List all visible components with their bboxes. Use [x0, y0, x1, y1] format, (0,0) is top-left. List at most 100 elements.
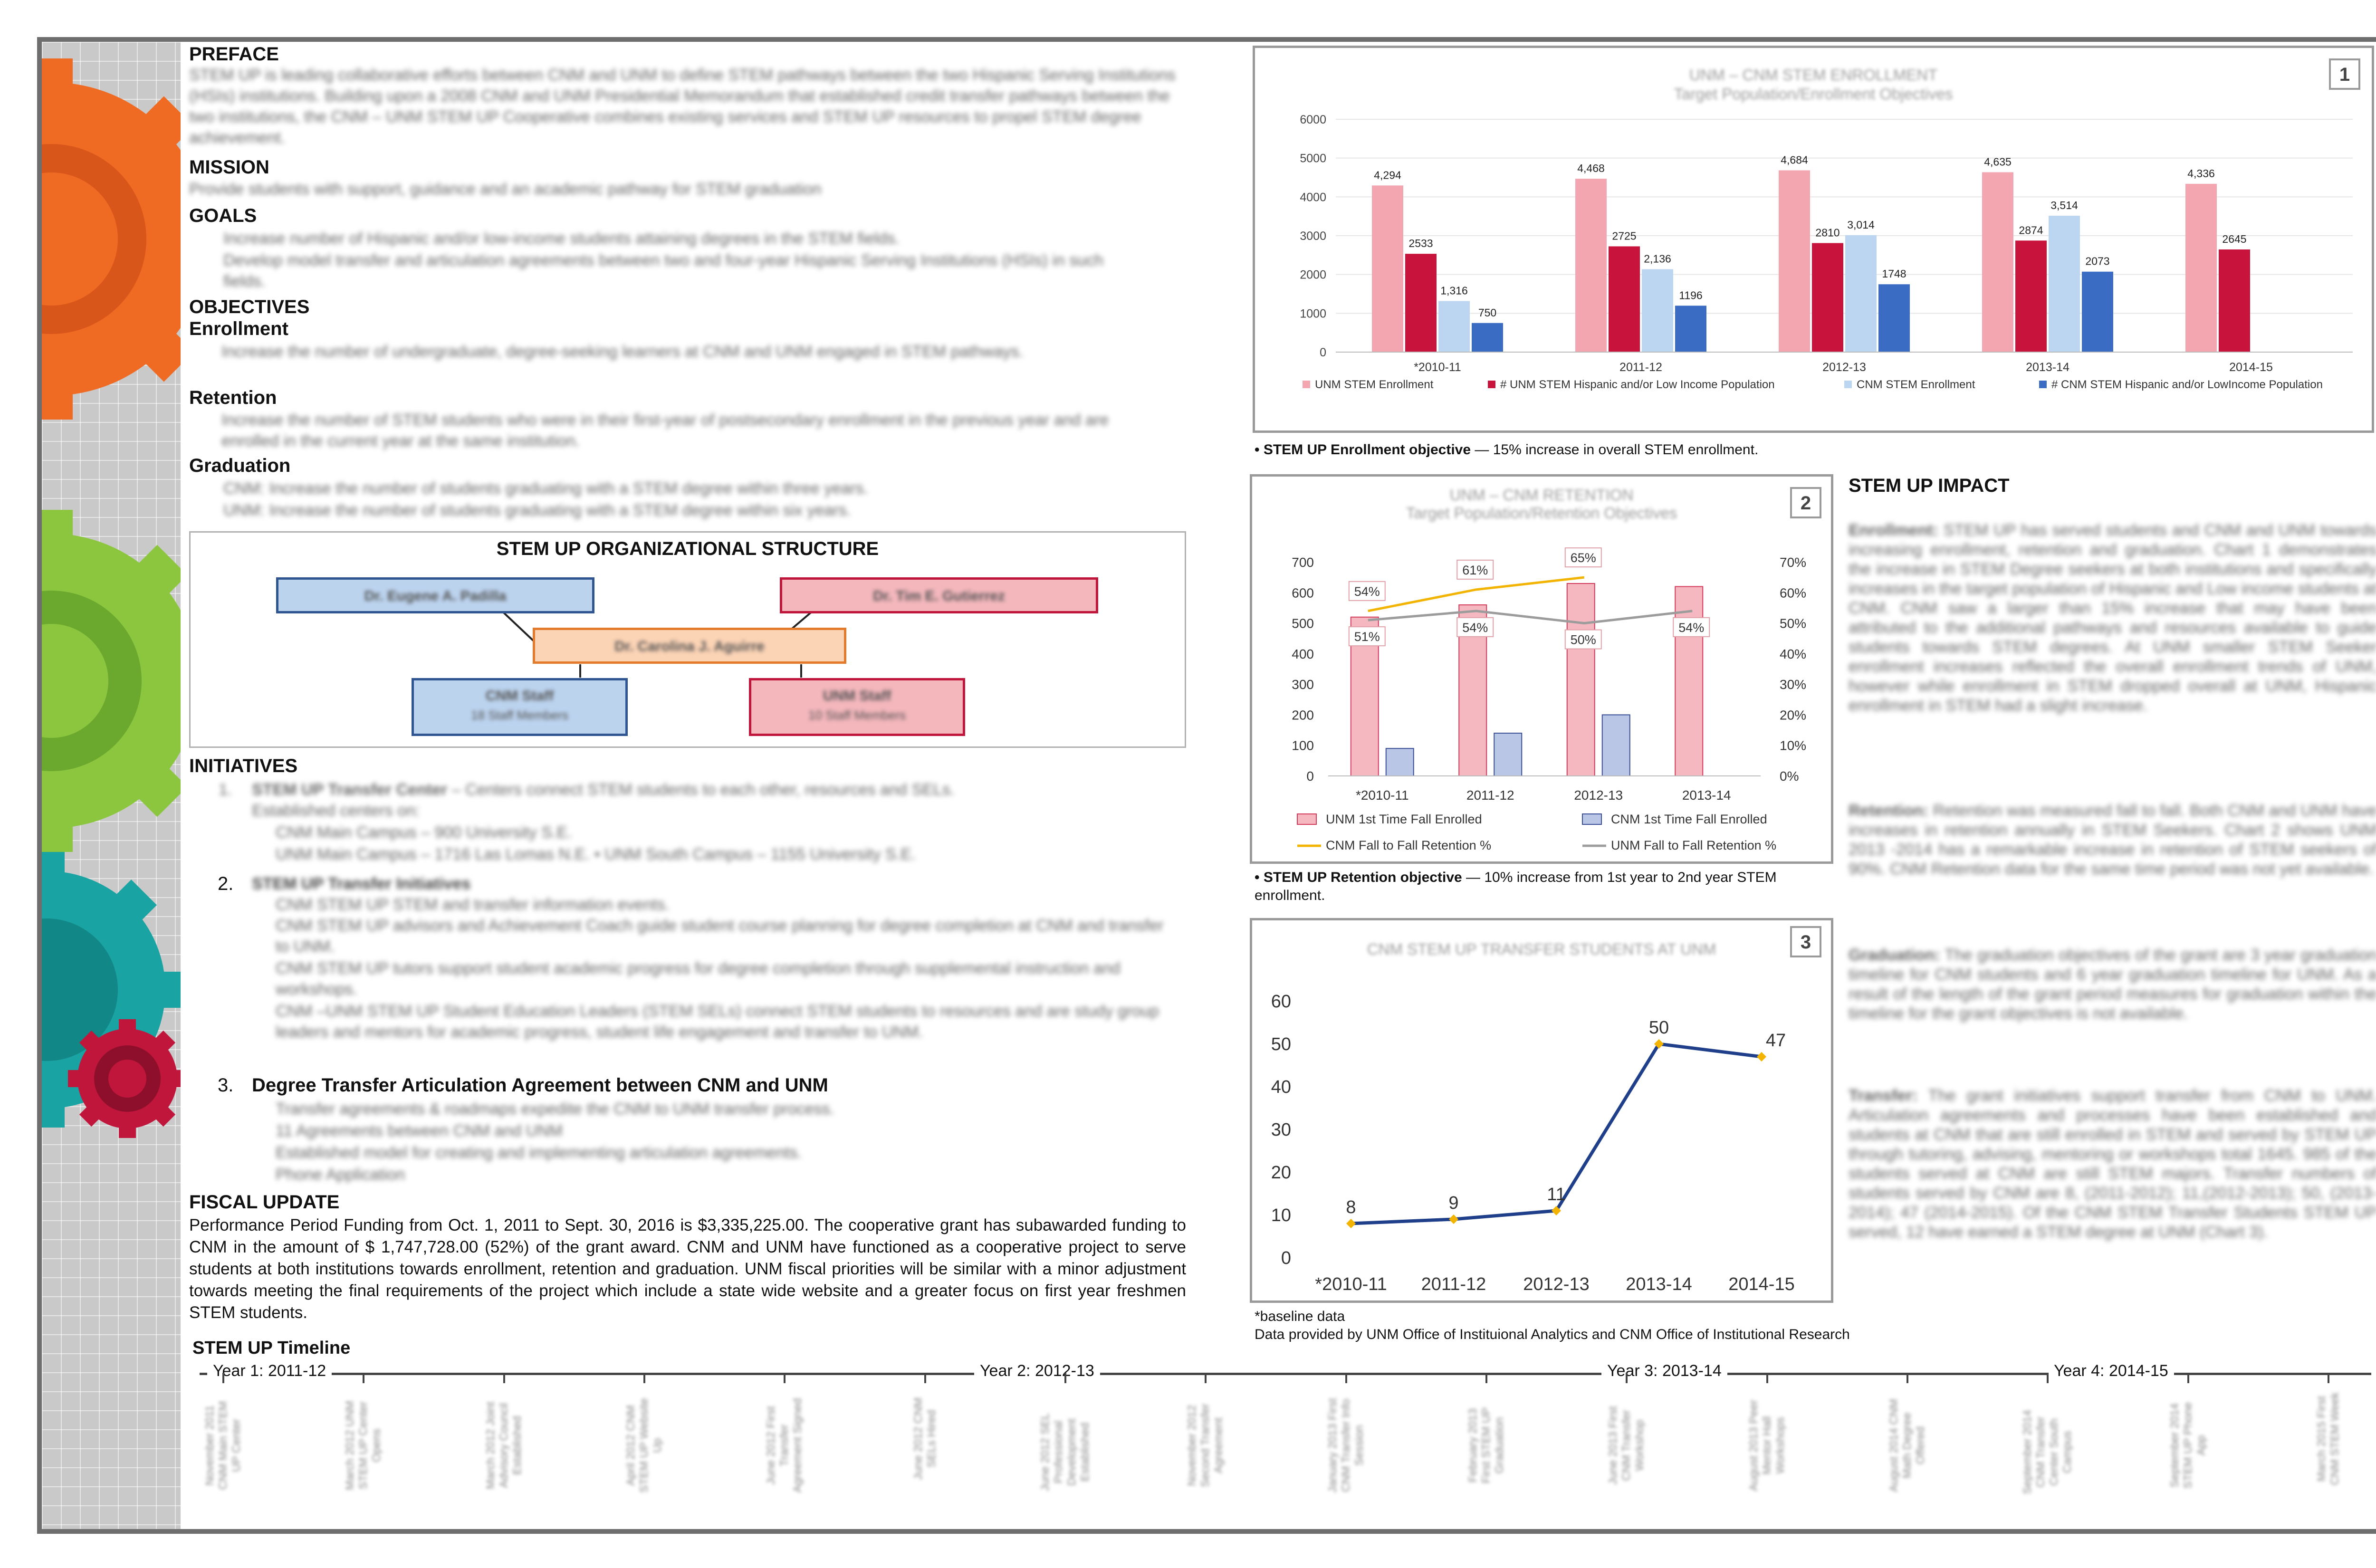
- data-label: 61%: [1462, 563, 1488, 577]
- data-label: 2645: [2222, 233, 2246, 245]
- data-label: 54%: [1678, 621, 1704, 635]
- initiative-1: STEM UP Transfer Center – Centers connec…: [252, 781, 955, 799]
- chart-3-plot: 0 10 20 30 40 50 60 *2010-11 2011-12 2012-13 2013-…: [1271, 992, 1795, 1294]
- x-tick-label: *2010-11: [1356, 788, 1409, 803]
- data-source-footnote: Data provided by UNM Office of Instituio…: [1255, 1327, 1850, 1342]
- timeline-event: November 2011 CNM Main STEM UP Center: [203, 1401, 243, 1490]
- legend-swatch: [1582, 813, 1602, 825]
- chart-2-panel: 2 UNM – CNM RETENTION Target Population/…: [1250, 474, 1833, 864]
- legend-label: CNM Fall to Fall Retention %: [1326, 838, 1491, 852]
- y-tick-label: 100: [1292, 738, 1314, 753]
- x-tick-label: 2011-12: [1619, 361, 1662, 374]
- x-tick-label: 2012-13: [1574, 788, 1623, 803]
- fiscal-heading: FISCAL UPDATE: [189, 1192, 340, 1213]
- org-chart: STEM UP ORGANIZATIONAL STRUCTURE Dr. Eug…: [189, 531, 1186, 748]
- initiative-2-bullet-4: CNM –UNM STEM UP Student Education Leade…: [276, 1002, 1159, 1041]
- y-tick-label: 600: [1292, 585, 1314, 600]
- legend-label: UNM Fall to Fall Retention %: [1611, 838, 1776, 852]
- y-tick-label: 500: [1292, 616, 1314, 631]
- x-tick-label: 2013-14: [2026, 361, 2069, 374]
- impact-retention: Retention: Retention was measured fall t…: [1849, 802, 2376, 878]
- bar: [1494, 733, 1523, 776]
- timeline-event: March 2015 First CNM STEM Week: [2315, 1392, 2341, 1485]
- data-label: 50%: [1571, 633, 1596, 647]
- y-tick-label: 60: [1271, 992, 1291, 1012]
- y2-tick-label: 70%: [1780, 555, 1806, 570]
- bar: [2082, 271, 2113, 352]
- impact-enrollment: Enrollment: STEM UP has served students …: [1849, 521, 2376, 715]
- y-tick-label: 300: [1292, 677, 1314, 692]
- initiative-1-line2: Established centers on:: [252, 802, 420, 820]
- x-tick-label: 2014-15: [1728, 1274, 1794, 1294]
- data-label: 4,336: [2187, 167, 2215, 180]
- timeline-event: June 2012 SEL Professional Development E…: [1039, 1413, 1092, 1492]
- mission-text: Provide students with support, guidance …: [189, 180, 822, 198]
- orange-gear-icon: [42, 58, 181, 420]
- goal-item-1: Increase number of Hispanic and/or low-i…: [223, 229, 900, 248]
- chart-3-panel: 3 CNM STEM UP TRANSFER STUDENTS AT UNM 0…: [1250, 918, 1833, 1303]
- bar: [1405, 254, 1437, 352]
- timeline-event: March 2012 Joint Advisory Council Establ…: [484, 1401, 524, 1490]
- timeline-year-2: Year 2: 2012-13: [974, 1362, 1100, 1380]
- series-line: [1368, 576, 1585, 612]
- data-label: 54%: [1462, 621, 1488, 635]
- initiative-2-bullet-3: CNM STEM UP tutors support student acade…: [276, 959, 1121, 998]
- initiatives-heading: INITIATIVES: [189, 755, 298, 776]
- timeline-event: August 2014 CNM Math Degree Offered: [1887, 1398, 1927, 1492]
- timeline-event: March 2012 UNM STEM UP Center Opens: [344, 1400, 383, 1491]
- initiative-3-bullet-4: Phone Application: [276, 1166, 405, 1184]
- timeline-tick: [363, 1373, 365, 1383]
- bar: [1601, 714, 1630, 776]
- y-tick-label: 1000: [1300, 307, 1326, 320]
- y-tick-label: 0: [1320, 346, 1326, 359]
- org-box-center: Dr. Carolina J. Aguirre: [533, 628, 846, 664]
- data-label-box: [1456, 617, 1494, 637]
- timeline-event: August 2013 Peer Mentor Hall Workshops: [1747, 1399, 1787, 1492]
- bar: [1609, 246, 1640, 352]
- timeline-tick: [924, 1373, 926, 1383]
- fiscal-text: Performance Period Funding from Oct. 1, …: [189, 1216, 1186, 1322]
- y2-tick-label: 50%: [1780, 616, 1806, 631]
- impact-transfer: Transfer: The grant initiatives support …: [1849, 1087, 2376, 1241]
- chart-1-number: 1: [2329, 58, 2360, 90]
- x-tick-label: *2010-11: [1414, 361, 1461, 374]
- impact-graduation: Graduation: The graduation objectives of…: [1849, 946, 2376, 1023]
- bar: [2049, 216, 2080, 352]
- initiative-3-title: Degree Transfer Articulation Agreement b…: [252, 1075, 828, 1096]
- poster-frame: [37, 37, 2376, 1534]
- data-label-box: [1673, 617, 1710, 637]
- legend-label: CNM 1st Time Fall Enrolled: [1611, 812, 1767, 826]
- initiative-2-title: STEM UP Transfer Initiatives: [252, 875, 471, 893]
- y2-tick-label: 0%: [1780, 769, 1799, 784]
- chart-1-title: UNM – CNM STEM ENROLLMENT: [1689, 66, 1938, 84]
- green-gear-icon: [42, 510, 181, 852]
- y-tick-label: 20: [1271, 1163, 1291, 1183]
- y-tick-label: 400: [1292, 647, 1314, 661]
- timeline-event: June 2012 First Transfer Agreement Signe…: [765, 1398, 805, 1493]
- timeline-event: June 2012 CNM SELs Hired: [911, 1397, 938, 1480]
- data-point: [1552, 1206, 1561, 1215]
- y-tick-label: 40: [1271, 1077, 1291, 1097]
- timeline-tick: [1345, 1373, 1347, 1383]
- bar: [1845, 235, 1877, 352]
- timeline-tick: [1485, 1373, 1487, 1383]
- retention-label: Retention: [189, 387, 277, 408]
- baseline-footnote: *baseline data: [1255, 1309, 1345, 1324]
- initiative-1-number: 1.: [219, 781, 232, 799]
- data-label-box: [1348, 626, 1386, 647]
- org-box-unm-staff: UNM Staff 10 Staff Members: [749, 678, 965, 736]
- legend-label: UNM STEM Enrollment: [1315, 378, 1434, 391]
- goals-heading: GOALS: [189, 205, 257, 226]
- timeline-tick: [1626, 1373, 1628, 1383]
- data-label: 9: [1448, 1193, 1458, 1213]
- timeline-year-3: Year 3: 2013-14: [1601, 1362, 1727, 1380]
- x-tick-label: 2014-15: [2229, 361, 2273, 374]
- timeline-event: January 2013 First CNM Transfer Info Ses…: [1326, 1398, 1366, 1493]
- data-label: 2725: [1612, 229, 1636, 242]
- bar: [1675, 586, 1704, 777]
- chart-1-panel: 1 UNM – CNM STEM ENROLLMENT Target Popul…: [1253, 46, 2374, 433]
- timeline-tick: [1907, 1373, 1908, 1383]
- graduation-cnm: CNM: Increase the number of students gra…: [223, 479, 868, 497]
- bar: [1438, 301, 1470, 352]
- legend-label: # CNM STEM Hispanic and/or LowIncome Pop…: [2051, 378, 2323, 391]
